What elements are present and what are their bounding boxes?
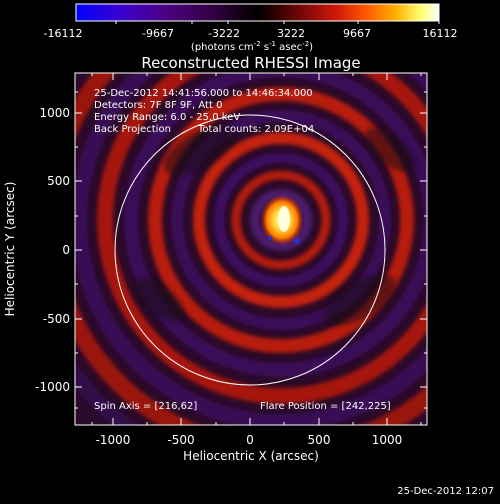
colorbar-tick-label: 16112 — [423, 27, 458, 40]
axis-ticks — [75, 73, 427, 425]
info-block: 25-Dec-2012 14:41:56.000 to 14:46:34.000… — [94, 88, 391, 412]
x-tick-label: 0 — [246, 433, 254, 447]
solar-limb-circle — [114, 114, 386, 386]
colorbar-tick-label: -16112 — [44, 27, 83, 40]
plot-frame — [74, 72, 428, 426]
info-total-counts: Total counts: 2.09E+04 — [197, 124, 314, 135]
colorbar-gradient — [75, 3, 440, 22]
x-tick-label: -1000 — [96, 433, 131, 447]
footer-timestamp: 25-Dec-2012 12:07 — [397, 486, 494, 497]
colorbar: -16112 -9667 -3222 3222 9667 16112 (phot… — [44, 3, 458, 53]
ring-modulation — [135, 124, 415, 326]
colorbar-tick-label: -3222 — [208, 27, 240, 40]
info-time-range: 25-Dec-2012 14:41:56.000 to 14:46:34.000 — [94, 88, 313, 99]
image-plot — [75, 73, 427, 425]
spin-axis-label: Spin Axis = [216,62] — [94, 401, 197, 412]
x-tick-label: 500 — [308, 433, 331, 447]
info-detectors: Detectors: 7F 8F 9F, Att 0 — [94, 100, 222, 111]
colorbar-tick-label: -9667 — [142, 27, 174, 40]
flare-source — [260, 194, 304, 246]
colorbar-tick-label: 9667 — [343, 27, 371, 40]
info-method: Back Projection — [94, 124, 171, 135]
colorbar-unit-label: (photons cm-2 s-1 asec-2) — [191, 40, 313, 53]
colorbar-tick-label: 3222 — [277, 27, 305, 40]
figure-title: Reconstructed RHESSI Image — [141, 54, 360, 72]
back-projection-rings — [75, 73, 427, 425]
flare-position-label: Flare Position = [242,225] — [260, 401, 391, 412]
colorbar-ticks — [115, 21, 440, 24]
x-axis-title: Heliocentric X (arcsec) — [183, 449, 319, 463]
y-tick-labels: 1000 500 0 -500 -1000 — [35, 106, 70, 394]
x-tick-label: -500 — [167, 433, 194, 447]
y-tick-label: 1000 — [39, 106, 70, 120]
y-tick-label: 0 — [62, 243, 70, 257]
y-tick-label: 500 — [47, 174, 70, 188]
x-tick-labels: -1000 -500 0 500 1000 — [96, 433, 403, 447]
x-tick-label: 1000 — [372, 433, 403, 447]
y-axis-title: Heliocentric Y (arcsec) — [3, 182, 17, 317]
y-tick-label: -1000 — [35, 380, 70, 394]
info-energy-range: Energy Range: 6.0 - 25.0 keV — [94, 112, 240, 123]
y-tick-label: -500 — [43, 312, 70, 326]
